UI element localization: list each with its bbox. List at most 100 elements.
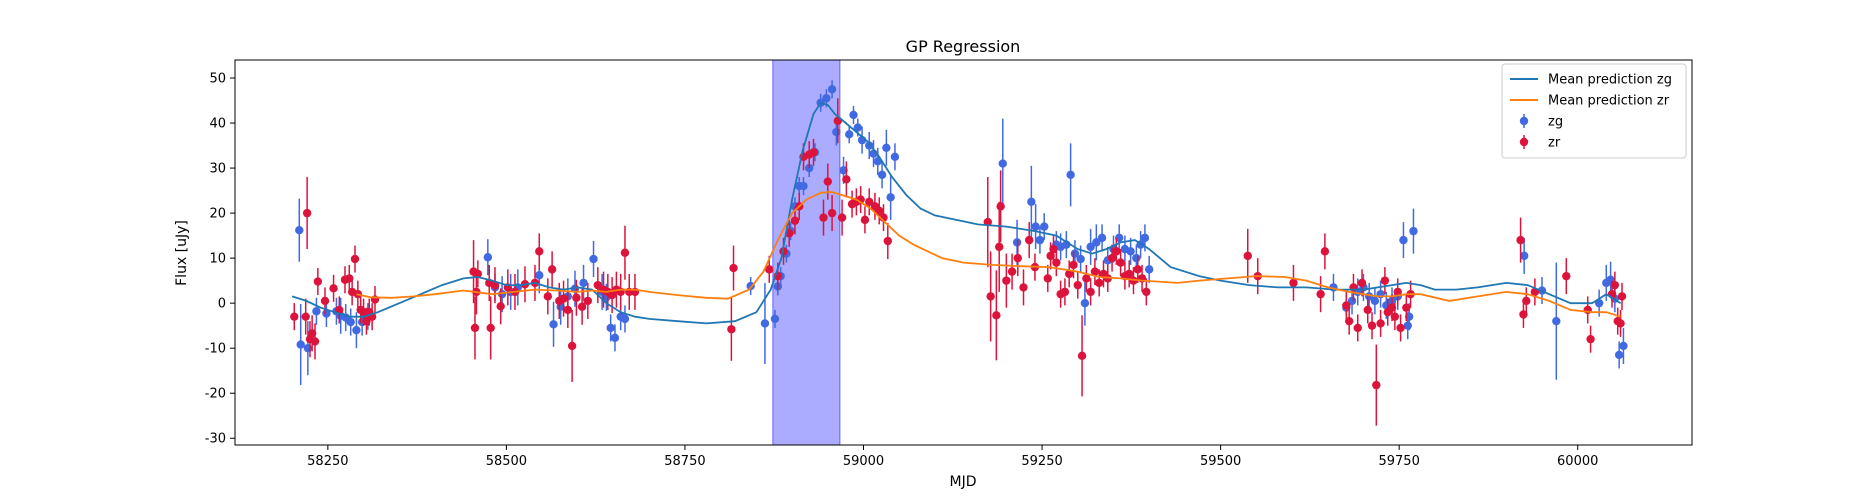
data-point-zr bbox=[1060, 287, 1070, 297]
data-point-zr bbox=[310, 337, 320, 346]
y-tick-label: -10 bbox=[205, 342, 226, 357]
data-point-zr bbox=[1116, 258, 1125, 267]
data-point-zr bbox=[765, 265, 774, 274]
data-point-zr bbox=[1073, 280, 1082, 290]
data-point-zr bbox=[819, 213, 828, 222]
legend-marker-swatch bbox=[1519, 137, 1529, 147]
data-point-zr bbox=[1095, 278, 1104, 288]
data-point-zg bbox=[1403, 321, 1412, 330]
data-point-zg bbox=[1114, 233, 1124, 243]
data-point-zr bbox=[559, 294, 568, 303]
data-point-zg bbox=[303, 343, 313, 353]
data-point-zg bbox=[1097, 233, 1107, 243]
data-point-zg bbox=[1370, 296, 1380, 306]
data-point-zr bbox=[345, 274, 354, 283]
data-point-zr bbox=[329, 284, 338, 293]
data-point-zr bbox=[1363, 305, 1372, 315]
data-point-zr bbox=[1090, 267, 1100, 276]
data-point-zr bbox=[1007, 267, 1017, 276]
data-point-zr bbox=[1320, 247, 1330, 256]
data-point-zr bbox=[567, 341, 577, 351]
x-tick-label: 59500 bbox=[1200, 454, 1241, 469]
data-point-zr bbox=[1049, 244, 1058, 254]
data-point-zr bbox=[1077, 351, 1087, 361]
data-point-zr bbox=[842, 175, 851, 184]
data-point-zr bbox=[727, 325, 736, 334]
x-tick-label: 58250 bbox=[307, 454, 348, 469]
data-point-zr bbox=[995, 242, 1004, 252]
data-point-zr bbox=[790, 216, 800, 225]
data-point-zg bbox=[610, 333, 620, 343]
data-point-zg bbox=[295, 226, 304, 235]
data-point-zr bbox=[577, 302, 587, 311]
data-point-zg bbox=[877, 170, 887, 180]
data-point-zr bbox=[1107, 253, 1117, 263]
data-point-zg bbox=[1519, 251, 1529, 261]
data-point-zr bbox=[1344, 316, 1354, 326]
data-point-zr bbox=[547, 265, 557, 274]
data-point-zg bbox=[1552, 316, 1561, 326]
x-tick-label: 60000 bbox=[1557, 454, 1598, 469]
data-point-zg bbox=[1399, 235, 1408, 245]
data-point-zr bbox=[470, 323, 480, 333]
x-tick-label: 59000 bbox=[843, 454, 884, 469]
plot-area bbox=[290, 60, 1628, 445]
data-point-zr bbox=[1357, 278, 1367, 288]
data-point-zr bbox=[307, 329, 317, 338]
data-point-zr bbox=[1516, 235, 1525, 245]
data-point-zr bbox=[320, 296, 330, 306]
data-point-zr bbox=[1402, 303, 1411, 312]
x-tick-label: 58750 bbox=[664, 454, 705, 469]
data-point-zr bbox=[883, 236, 892, 246]
data-point-zg bbox=[1619, 341, 1628, 351]
data-point-zg bbox=[839, 166, 848, 175]
legend-entry: Mean prediction zg bbox=[1510, 73, 1672, 88]
series-zr bbox=[290, 98, 1627, 426]
data-point-zr bbox=[362, 316, 371, 326]
data-point-zr bbox=[301, 312, 310, 321]
legend-marker-swatch bbox=[1519, 116, 1529, 126]
y-tick-label: -30 bbox=[205, 432, 226, 447]
data-point-zg bbox=[1080, 298, 1090, 308]
data-point-zg bbox=[1035, 235, 1045, 245]
data-point-zg bbox=[346, 317, 355, 327]
data-point-zr bbox=[583, 296, 593, 306]
legend-box bbox=[1501, 63, 1687, 159]
data-point-zg bbox=[549, 320, 558, 329]
legend-label: zr bbox=[1548, 136, 1561, 151]
data-point-zr bbox=[1610, 280, 1620, 290]
x-tick-label: 59750 bbox=[1378, 454, 1419, 469]
data-point-zr bbox=[1142, 287, 1151, 297]
data-point-zg bbox=[882, 143, 891, 153]
data-point-zg bbox=[998, 159, 1007, 168]
data-point-zr bbox=[1372, 380, 1381, 390]
legend-label: Mean prediction zr bbox=[1548, 94, 1670, 109]
data-point-zg bbox=[1031, 222, 1040, 231]
y-tick-label: 50 bbox=[209, 72, 226, 87]
data-point-zr bbox=[1617, 292, 1627, 301]
x-tick-label: 59250 bbox=[1021, 454, 1062, 469]
axes-frame bbox=[234, 59, 1693, 446]
legend-entry: zg bbox=[1519, 114, 1563, 130]
data-point-zr bbox=[1086, 287, 1095, 297]
data-point-zr bbox=[986, 292, 995, 301]
data-point-zg bbox=[1140, 233, 1150, 243]
data-point-zr bbox=[1562, 271, 1571, 281]
data-point-zg bbox=[352, 325, 361, 335]
data-point-zg bbox=[1126, 247, 1135, 256]
data-point-zr bbox=[1052, 258, 1061, 267]
data-point-zg bbox=[1409, 226, 1418, 236]
data-point-zr bbox=[1025, 235, 1034, 245]
data-point-zg bbox=[822, 94, 831, 103]
data-point-zr bbox=[860, 215, 870, 225]
data-point-zr bbox=[992, 311, 1001, 320]
data-point-zr bbox=[593, 280, 603, 290]
legend-label: zg bbox=[1548, 115, 1563, 130]
y-tick-label: 30 bbox=[209, 162, 226, 177]
data-point-zg bbox=[799, 181, 808, 191]
data-point-zr bbox=[1013, 253, 1022, 263]
legend: Mean prediction zg Mean prediction zr zg zr bbox=[1501, 63, 1687, 159]
data-point-zr bbox=[473, 269, 483, 279]
x-axis-label: MJD bbox=[950, 474, 977, 490]
data-point-zr bbox=[1069, 260, 1078, 270]
